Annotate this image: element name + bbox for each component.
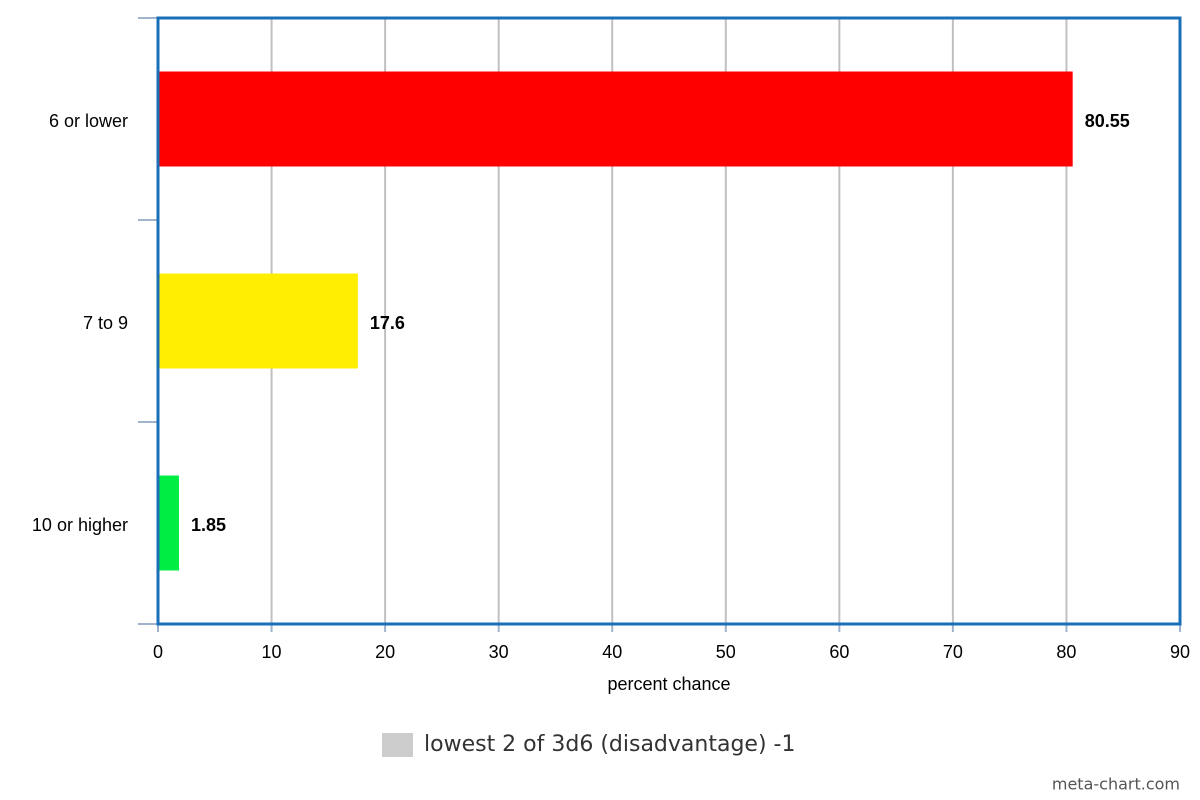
y-tick-label: 7 to 9 — [83, 313, 128, 333]
y-tick-label: 6 or lower — [49, 111, 128, 131]
x-tick-label: 10 — [262, 642, 282, 662]
x-tick-label: 70 — [943, 642, 963, 662]
bar — [158, 475, 180, 571]
legend-label: lowest 2 of 3d6 (disadvantage) -1 — [424, 732, 795, 757]
x-tick-label: 60 — [829, 642, 849, 662]
x-axis-label: percent chance — [607, 674, 730, 694]
data-label: 1.85 — [191, 515, 226, 535]
x-tick-label: 90 — [1170, 642, 1190, 662]
credit: meta-chart.com — [1052, 775, 1180, 794]
data-label: 80.55 — [1085, 111, 1130, 131]
x-tick-label: 20 — [375, 642, 395, 662]
x-tick-label: 40 — [602, 642, 622, 662]
y-tick-label: 10 or higher — [32, 515, 128, 535]
x-tick-label: 0 — [153, 642, 163, 662]
data-label: 17.6 — [370, 313, 405, 333]
x-tick-label: 50 — [716, 642, 736, 662]
legend-swatch — [382, 733, 413, 757]
x-tick-label: 30 — [489, 642, 509, 662]
x-tick-label: 80 — [1056, 642, 1076, 662]
plot-border — [156, 16, 1182, 626]
bar — [158, 273, 358, 369]
bar — [158, 71, 1073, 167]
